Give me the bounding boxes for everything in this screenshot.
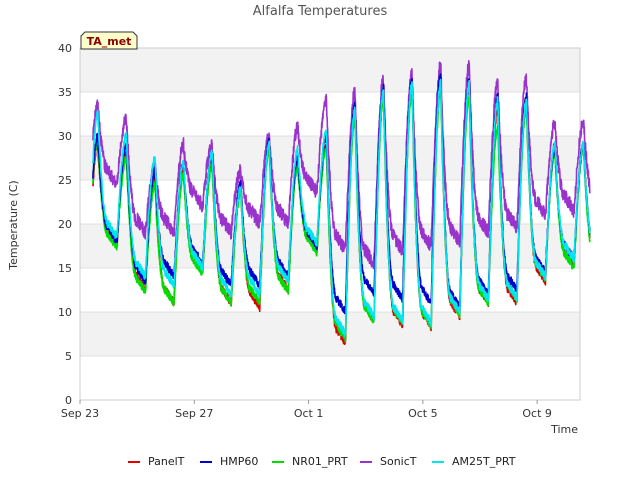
x-tick-label: Sep 27 (175, 407, 213, 420)
y-tick-label: 30 (58, 130, 72, 143)
legend-label: HMP60 (220, 455, 258, 468)
y-axis-ticks: 0 5 10 15 20 25 30 35 40 (58, 42, 72, 407)
y-tick-label: 35 (58, 86, 72, 99)
chart-title: Alfalfa Temperatures (253, 4, 388, 19)
series-line-sonict (92, 59, 591, 270)
grid-band (80, 48, 580, 92)
x-tick-label: Oct 1 (294, 407, 324, 420)
legend-label: PanelT (148, 455, 185, 468)
x-tick-label: Oct 5 (408, 407, 438, 420)
y-tick-label: 5 (65, 350, 72, 363)
y-tick-label: 20 (58, 218, 72, 231)
y-tick-label: 0 (65, 394, 72, 407)
y-tick-label: 15 (58, 262, 72, 275)
y-axis-label: Temperature (C) (7, 180, 20, 270)
badge-box (80, 31, 138, 50)
series-lines (92, 59, 591, 346)
legend-label: NR01_PRT (292, 455, 348, 468)
x-axis-ticks: Sep 23 Sep 27 Oct 1 Oct 5 Oct 9 (61, 400, 552, 420)
badge-label: TA_met (87, 35, 132, 48)
legend-label: SonicT (380, 455, 417, 468)
series-line-am25t-prt (92, 78, 591, 338)
legend-label: AM25T_PRT (452, 455, 516, 468)
x-tick-label: Sep 23 (61, 407, 99, 420)
y-tick-label: 40 (58, 42, 72, 55)
x-axis-label: Time (550, 423, 578, 436)
x-tick-label: Oct 9 (522, 407, 552, 420)
ta-met-badge: TA_met (80, 31, 138, 50)
legend: PanelT HMP60 NR01_PRT SonicT AM25T_PRT (128, 455, 516, 468)
plot-frame (79, 47, 581, 401)
grid-band (80, 312, 580, 356)
y-tick-label: 10 (58, 306, 72, 319)
y-tick-label: 25 (58, 174, 72, 187)
